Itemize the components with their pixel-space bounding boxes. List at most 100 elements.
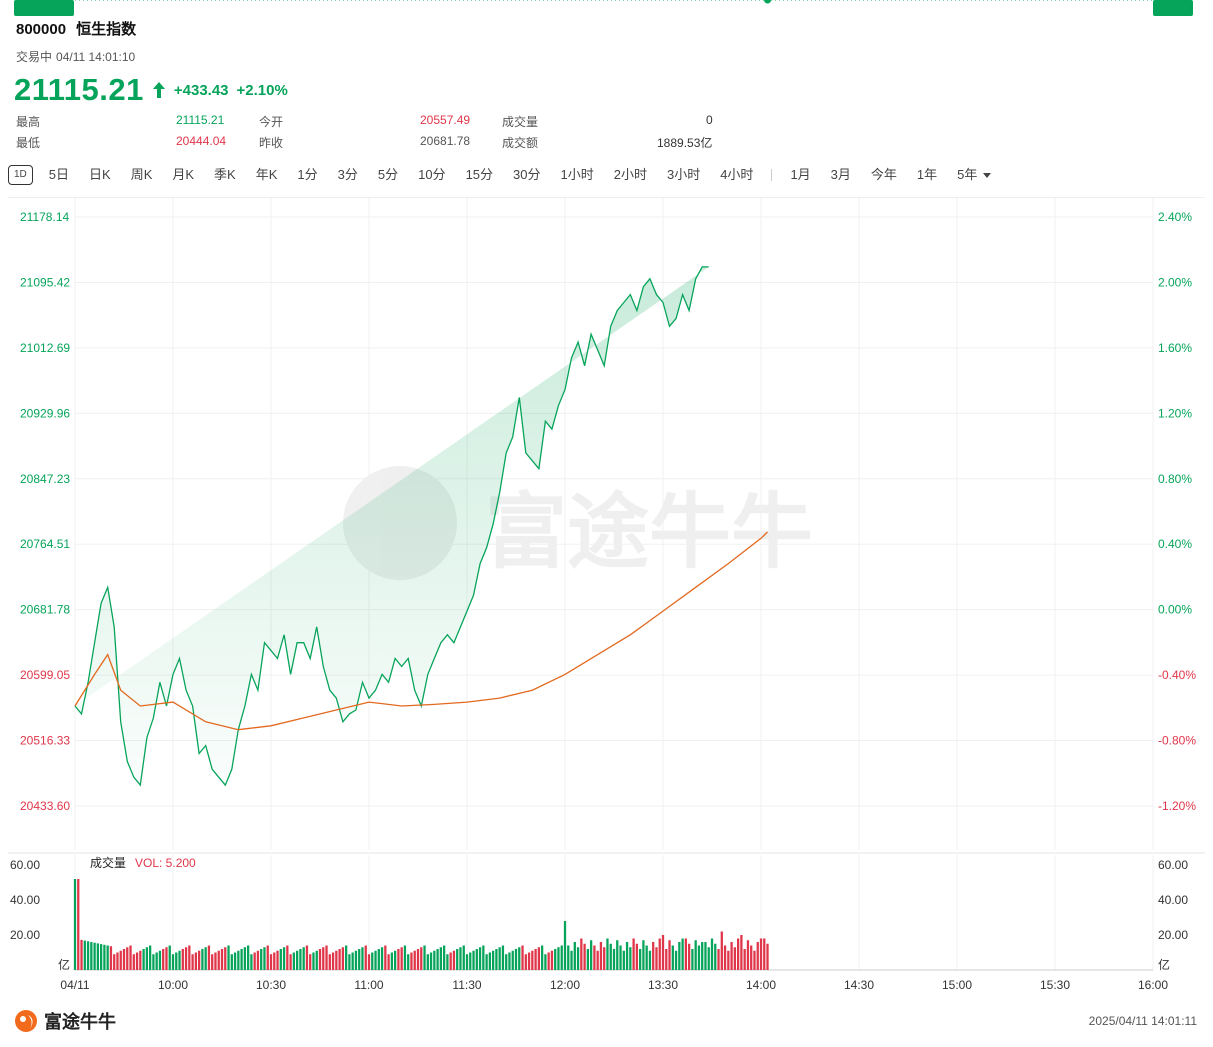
trade-status: 交易中 04/11 14:01:10: [16, 48, 139, 65]
vol-tick-label: 60.00: [10, 858, 40, 872]
tab-7[interactable]: 3分: [337, 167, 358, 182]
price-tick-label: 21012.69: [20, 341, 70, 355]
volume-bar: [524, 954, 527, 970]
volume-bar: [122, 949, 126, 970]
volume-bar: [302, 947, 305, 970]
status-time: 04/11 14:01:10: [56, 50, 136, 64]
tab-10[interactable]: 15分: [465, 167, 494, 182]
volume-bar: [129, 945, 132, 970]
volume-bar: [420, 947, 423, 970]
tab-5[interactable]: 年K: [255, 167, 278, 182]
volume-bar: [648, 950, 652, 970]
prev-value: 20681.78: [420, 134, 471, 148]
last-pct-tag: [1153, 0, 1193, 16]
volume-bar: [354, 950, 358, 970]
volume-bar: [723, 945, 727, 970]
volume-bar: [544, 954, 547, 970]
volume-bar: [645, 945, 648, 970]
volume-bar: [423, 945, 426, 970]
tab-range-4[interactable]: 5年: [947, 164, 1001, 186]
tab-13[interactable]: 2小时: [613, 167, 647, 182]
volume-bar: [674, 950, 678, 970]
last-pct-tag-text: 2.10%: [1156, 0, 1190, 3]
tab-12[interactable]: 1小时: [560, 167, 594, 182]
volume-bar: [514, 949, 518, 970]
tab-0[interactable]: 5日: [48, 167, 70, 182]
pct-tick-label: 2.00%: [1158, 275, 1192, 289]
volume-bar: [269, 954, 273, 970]
volume-bar: [736, 938, 740, 970]
x-tick-label: 16:00: [1138, 978, 1168, 992]
tab-1d[interactable]: 1D: [8, 165, 33, 185]
price-tick-label: 20433.60: [20, 799, 70, 813]
volume-bar: [407, 954, 410, 970]
volume-bar: [560, 945, 563, 970]
period-toolbar: 1D 5日 日K 周K 月K 季K 年K 1分 3分 5分 10分 15分 30分 1小时 2小时 3小时 4…: [8, 163, 1001, 187]
open-label: 今开: [259, 115, 284, 129]
index-name: 恒生指数: [76, 21, 137, 38]
volume-bar: [410, 952, 413, 970]
volume-bar: [211, 954, 214, 970]
volume-bar: [573, 942, 576, 970]
tab-range-2[interactable]: 今年: [870, 167, 897, 182]
volume-bar: [197, 950, 201, 970]
tab-4[interactable]: 季K: [214, 167, 236, 182]
tab-2[interactable]: 周K: [130, 167, 153, 182]
volume-bar: [207, 945, 211, 970]
tab-range-0[interactable]: 1月: [790, 167, 811, 182]
amt-label: 成交额: [502, 136, 539, 150]
price-tick-label: 20681.78: [20, 603, 70, 617]
intraday-chart[interactable]: 富途牛牛 21178.14 2.40% 21095.42 2.00% 21012.69 1.…: [0, 0, 1213, 1000]
tab-14[interactable]: 3小时: [666, 167, 701, 182]
volume-bar: [436, 949, 439, 970]
volume-bar: [403, 945, 407, 970]
volume-bar: [295, 950, 299, 970]
volume-bar: [80, 939, 83, 970]
prev-label: 昨收: [259, 136, 284, 150]
volume-bar: [322, 947, 325, 970]
tab-6[interactable]: 1分: [297, 167, 318, 182]
tab-11[interactable]: 30分: [513, 167, 541, 182]
volume-bar: [527, 952, 531, 970]
volume-bar: [671, 945, 674, 970]
vol-label: 成交量: [502, 115, 539, 129]
volume-bar: [77, 879, 80, 970]
vol-title: 成交量: [90, 855, 126, 870]
volume-bar: [697, 945, 701, 970]
volume-bar: [178, 950, 181, 970]
price-row: 21115.21 +433.43 +2.10%: [14, 72, 288, 108]
volume-bar: [299, 949, 302, 970]
x-tick-label: 12:00: [550, 978, 580, 992]
volume-bar: [289, 954, 292, 970]
volume-bar: [472, 950, 475, 970]
volume-bar: [145, 947, 149, 970]
volume-bar: [194, 952, 198, 970]
volume-bar: [380, 947, 384, 970]
pct-tick-label: 1.20%: [1158, 406, 1192, 420]
tab-15[interactable]: 4小时: [720, 167, 754, 182]
tab-9[interactable]: 10分: [418, 167, 446, 182]
volume-bar: [103, 944, 106, 970]
tab-range-3[interactable]: 1年: [916, 167, 938, 182]
volume-bar: [433, 950, 436, 970]
volume-bar: [593, 945, 596, 970]
volume-bar: [309, 954, 312, 970]
tab-8[interactable]: 5分: [377, 167, 399, 182]
footer-brand: 富途牛牛: [14, 1008, 116, 1034]
volume-bar: [763, 938, 766, 970]
volume-bar: [374, 950, 377, 970]
volume-bar: [766, 943, 769, 970]
volume-bar: [168, 945, 171, 970]
volume-bar: [603, 947, 606, 970]
volume-bar: [589, 940, 593, 970]
volume-bar: [315, 950, 318, 970]
price-tick-label: 20764.51: [20, 537, 70, 551]
volume-bar: [655, 947, 658, 970]
tab-1[interactable]: 日K: [89, 167, 111, 182]
pct-tick-label: 2.40%: [1158, 210, 1192, 224]
volume-bar: [214, 952, 217, 970]
tab-3[interactable]: 月K: [172, 167, 195, 182]
high-value: 21115.21: [176, 113, 225, 127]
volume-bar: [99, 944, 103, 970]
tab-range-1[interactable]: 3月: [830, 167, 851, 182]
